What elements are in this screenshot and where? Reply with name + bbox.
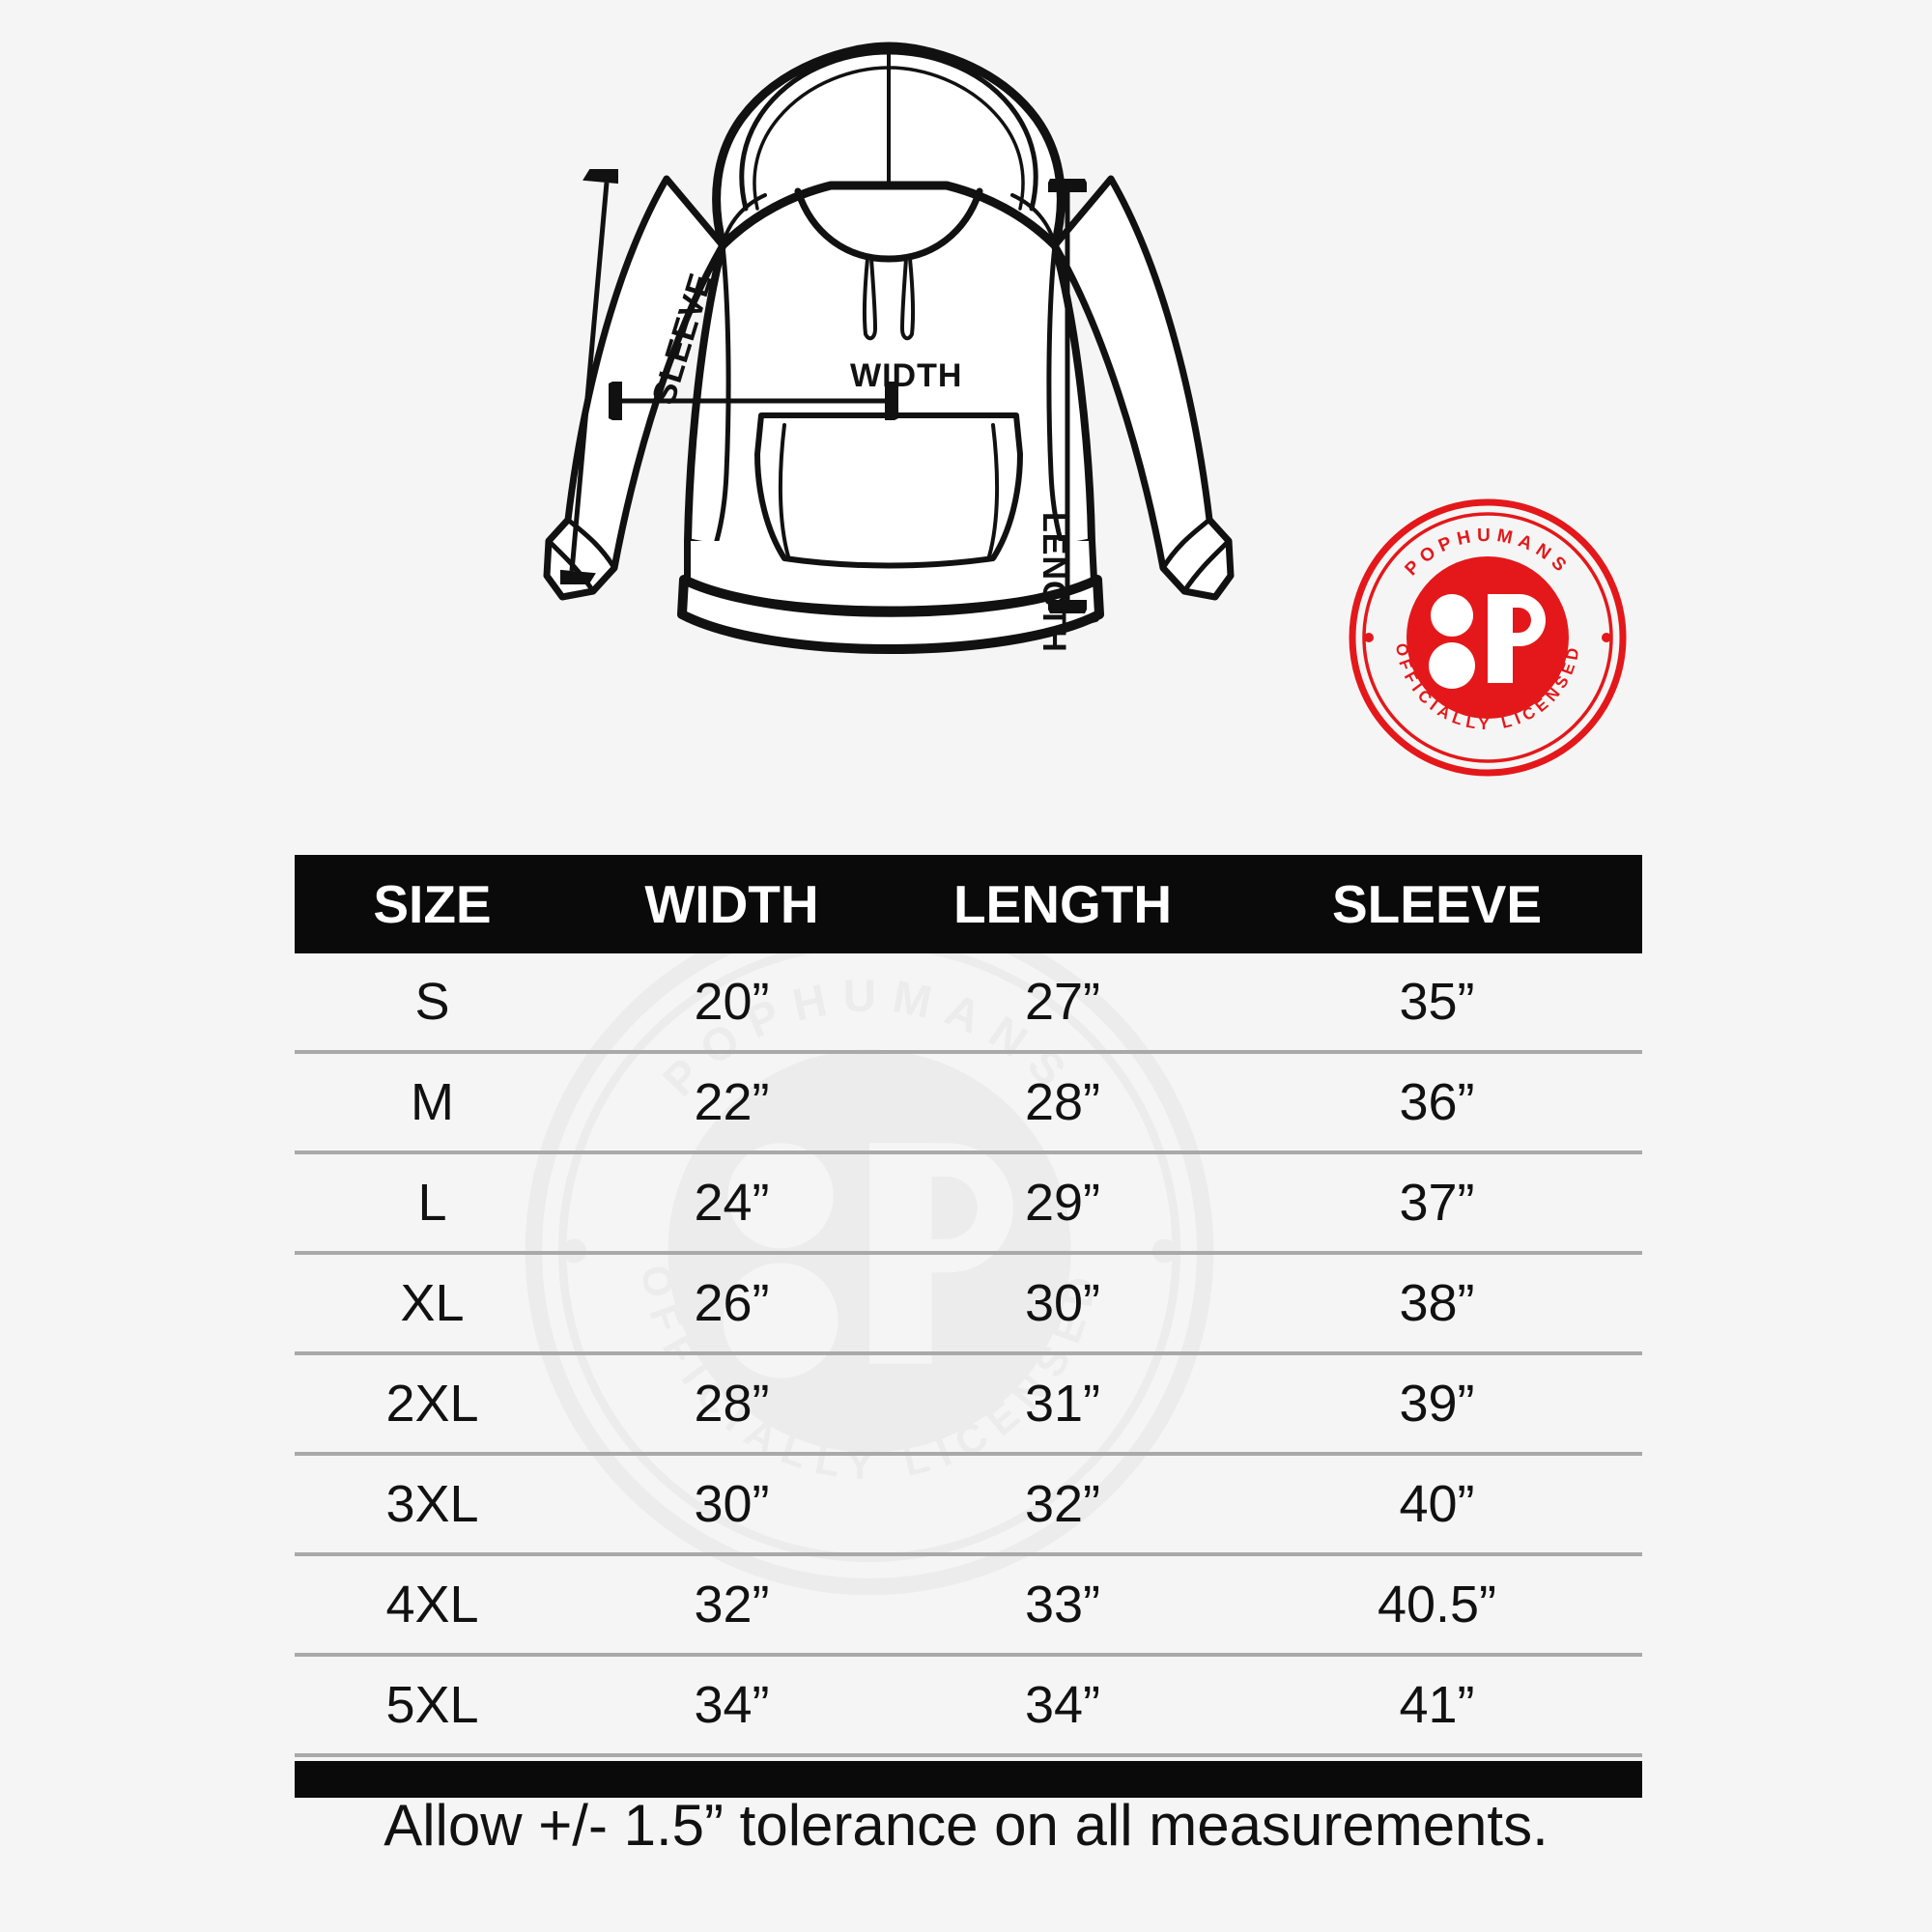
cell-size: 5XL	[385, 1676, 479, 1734]
cell-width: 28”	[694, 1375, 770, 1433]
cell-length: 29”	[1024, 1174, 1101, 1232]
table-header-row: SIZE WIDTH LENGTH SLEEVE	[295, 855, 1642, 953]
badge-side-dot-right	[1602, 633, 1611, 642]
table-row: 2XL 28” 31” 39”	[295, 1355, 1642, 1456]
cell-size: 3XL	[385, 1475, 479, 1533]
cell-sleeve: 40”	[1399, 1475, 1475, 1533]
cell-length: 28”	[1024, 1073, 1101, 1131]
cell-sleeve: 38”	[1399, 1274, 1475, 1332]
cell-sleeve: 37”	[1399, 1174, 1475, 1232]
cell-size: L	[417, 1174, 447, 1232]
hoodie-illustration	[543, 42, 1235, 654]
table-row: L 24” 29” 37”	[295, 1154, 1642, 1255]
badge-dot-lower	[1429, 642, 1475, 689]
cell-sleeve: 41”	[1399, 1676, 1475, 1734]
sleeve-measure-arrow	[560, 169, 618, 584]
table-footer-bar	[295, 1761, 1642, 1798]
width-label: WIDTH	[850, 357, 963, 394]
badge-monogram-p	[1488, 594, 1546, 683]
cell-size: S	[414, 973, 450, 1031]
table-row: 3XL 30” 32” 40”	[295, 1456, 1642, 1556]
cell-sleeve: 40.5”	[1377, 1576, 1497, 1634]
cell-width: 24”	[694, 1174, 770, 1232]
cell-size: M	[411, 1073, 454, 1131]
cell-width: 26”	[694, 1274, 770, 1332]
width-measure-arrow	[609, 382, 898, 420]
badge-outer-ring	[1349, 498, 1627, 777]
cell-width: 30”	[694, 1475, 770, 1533]
cell-sleeve: 35”	[1399, 973, 1475, 1031]
table-row: 4XL 32” 33” 40.5”	[295, 1556, 1642, 1657]
table-row: M 22” 28” 36”	[295, 1054, 1642, 1154]
cell-length: 33”	[1024, 1576, 1101, 1634]
size-chart-table: SIZE WIDTH LENGTH SLEEVE S 20” 27” 35” M…	[295, 855, 1642, 1798]
cell-sleeve: 36”	[1399, 1073, 1475, 1131]
cell-width: 32”	[694, 1576, 770, 1634]
length-label: LENGTH	[1036, 512, 1072, 653]
column-header-length: LENGTH	[952, 874, 1173, 934]
tolerance-note: Allow +/- 1.5” tolerance on all measurem…	[384, 1793, 1548, 1858]
cell-length: 31”	[1024, 1375, 1101, 1433]
column-header-sleeve: SLEEVE	[1331, 874, 1543, 934]
column-header-size: SIZE	[373, 874, 492, 934]
table-row: XL 26” 30” 38”	[295, 1255, 1642, 1355]
cell-width: 20”	[694, 973, 770, 1031]
pophumans-logo-badge: POPHUMANS OFFICIALLY LICENSED	[1349, 498, 1627, 777]
cell-length: 27”	[1024, 973, 1101, 1031]
cell-width: 22”	[694, 1073, 770, 1131]
table-row: 5XL 34” 34” 41”	[295, 1657, 1642, 1757]
length-measure-arrow	[1048, 179, 1087, 613]
cell-sleeve: 39”	[1399, 1375, 1475, 1433]
cell-size: 4XL	[385, 1576, 479, 1634]
cell-length: 34”	[1024, 1676, 1101, 1734]
badge-dot-upper	[1431, 594, 1473, 637]
cell-length: 32”	[1024, 1475, 1101, 1533]
badge-side-dot-left	[1364, 633, 1374, 642]
cell-size: XL	[400, 1274, 465, 1332]
column-header-width: WIDTH	[644, 874, 819, 934]
cell-width: 34”	[694, 1676, 770, 1734]
cell-size: 2XL	[385, 1375, 479, 1433]
garment-diagram: WIDTH LENGTH SLEEVE	[0, 0, 1932, 831]
cell-length: 30”	[1024, 1274, 1101, 1332]
table-row: S 20” 27” 35”	[295, 953, 1642, 1054]
